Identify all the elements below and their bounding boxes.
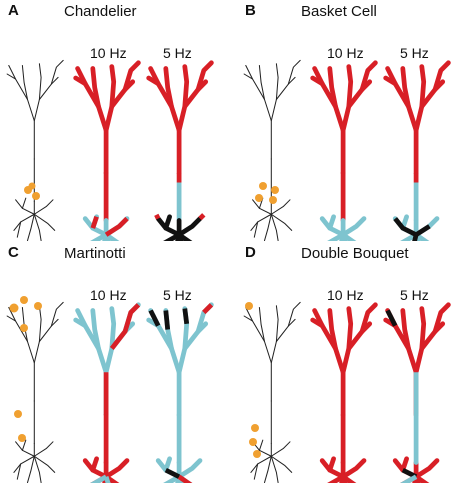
- neuron-figure: [243, 59, 474, 241]
- panel-letter: B: [245, 2, 256, 19]
- neuron-5hz: [149, 305, 212, 483]
- freq-label-10hz: 10 Hz: [90, 45, 127, 61]
- synapse-markers: [9, 296, 42, 442]
- synapse-markers: [245, 302, 261, 458]
- panel-double-bouquet: D Double Bouquet 10 Hz 5 Hz: [237, 242, 474, 483]
- neuron-10hz: [76, 63, 139, 241]
- neuron-5hz: [386, 305, 449, 483]
- neuron-figure: [243, 301, 474, 483]
- morphology-neuron: [6, 59, 64, 241]
- neuron-5hz: [386, 63, 449, 241]
- morphology-neuron: [243, 301, 301, 483]
- panel-letter: D: [245, 244, 256, 261]
- synapse-markers: [255, 182, 279, 204]
- freq-label-10hz: 10 Hz: [90, 287, 127, 303]
- panel-title: Martinotti: [64, 245, 126, 262]
- panel-letter: C: [8, 244, 19, 261]
- neuron-10hz: [76, 305, 139, 483]
- freq-label-10hz: 10 Hz: [327, 287, 364, 303]
- neuron-figure: [6, 296, 237, 483]
- freq-label-5hz: 5 Hz: [163, 287, 192, 303]
- morphology-neuron: [243, 59, 301, 241]
- neuron-10hz: [313, 305, 376, 483]
- freq-label-5hz: 5 Hz: [400, 45, 429, 61]
- panel-title: Chandelier: [64, 3, 137, 20]
- freq-label-5hz: 5 Hz: [400, 287, 429, 303]
- synapse-markers: [24, 182, 40, 200]
- neuron-5hz: [149, 63, 212, 241]
- morphology-neuron: [6, 301, 64, 483]
- neuron-10hz: [313, 63, 376, 241]
- panel-chandelier: A Chandelier 10 Hz 5 Hz: [0, 0, 237, 241]
- neuron-figure: [6, 59, 237, 241]
- panel-title: Basket Cell: [301, 3, 377, 20]
- panel-martinotti: C Martinotti 10 Hz 5 Hz: [0, 242, 237, 483]
- freq-label-10hz: 10 Hz: [327, 45, 364, 61]
- freq-label-5hz: 5 Hz: [163, 45, 192, 61]
- panel-letter: A: [8, 2, 19, 19]
- panel-basket-cell: B Basket Cell 10 Hz 5 Hz: [237, 0, 474, 241]
- panel-title: Double Bouquet: [301, 245, 409, 262]
